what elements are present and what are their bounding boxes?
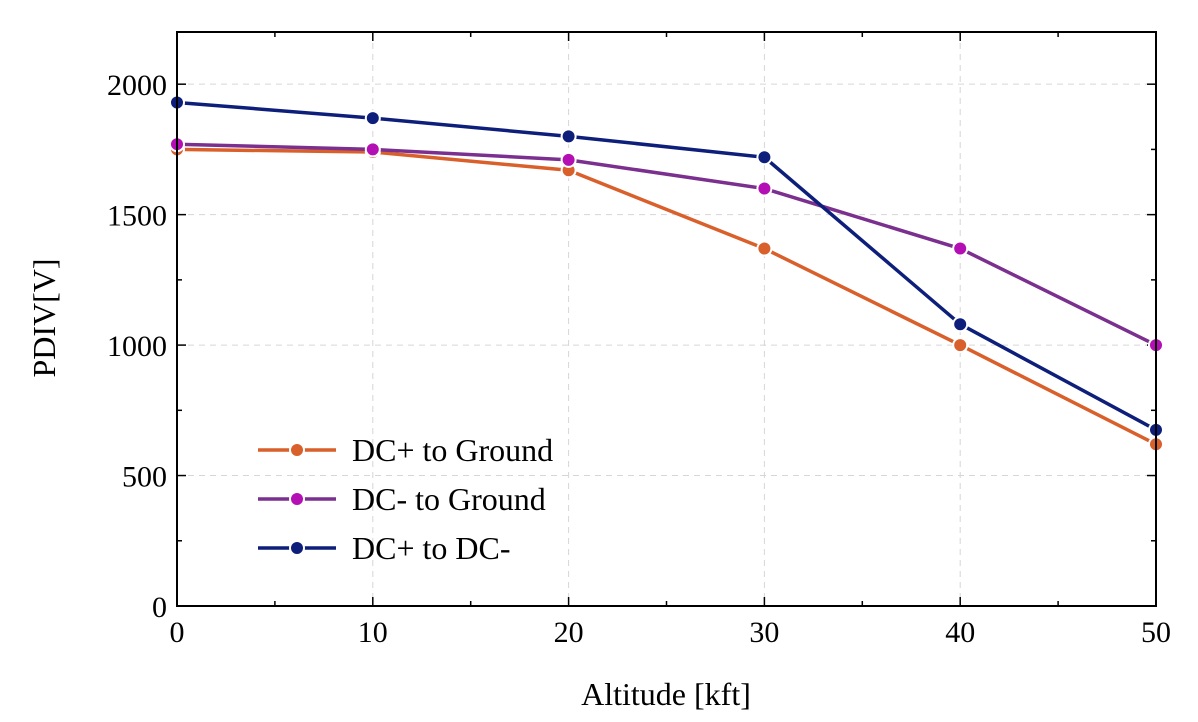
data-point [756, 180, 773, 197]
legend-swatch-marker [289, 540, 305, 556]
plot-frame [176, 31, 1157, 607]
legend-label: DC+ to Ground [352, 432, 553, 468]
axis-ticks [176, 32, 1157, 607]
x-tick-label: 0 [170, 616, 185, 649]
x-tick-label: 40 [945, 616, 975, 649]
series-line-dcplus-to-ground [176, 147, 1157, 446]
legend-swatch-marker [289, 491, 305, 507]
legend: DC+ to Ground DC- to Ground DC+ to DC- [258, 432, 553, 566]
y-axis-label: PDIV[V] [26, 258, 62, 377]
legend-item-dcminus-to-ground: DC- to Ground [258, 481, 546, 517]
series-dcplus-to-ground [169, 141, 1164, 453]
y-tick-label: 0 [152, 591, 167, 624]
data-point [952, 337, 969, 354]
legend-item-dcplus-to-dcminus: DC+ to DC- [258, 530, 511, 566]
data-point [952, 240, 969, 257]
x-tick-label: 20 [554, 616, 584, 649]
data-point [756, 149, 773, 166]
x-axis-label: Altitude [kft] [581, 676, 751, 712]
y-tick-label: 1500 [107, 200, 167, 233]
y-tick-label: 2000 [107, 69, 167, 102]
legend-swatch-marker [289, 442, 305, 458]
data-point [952, 316, 969, 333]
legend-item-dcplus-to-ground: DC+ to Ground [258, 432, 553, 468]
data-point [756, 240, 773, 257]
data-point [560, 128, 577, 145]
data-point [560, 151, 577, 168]
x-tick-label: 10 [358, 616, 388, 649]
grid [177, 32, 1156, 606]
y-tick-label: 1000 [107, 330, 167, 363]
series-line-dcminus-to-ground [176, 142, 1157, 347]
series-dcplus-to-dcminus [169, 94, 1164, 438]
series-lines [169, 94, 1164, 453]
series-line-dcplus-to-dcminus [176, 100, 1157, 432]
legend-label: DC+ to DC- [352, 530, 511, 566]
data-point [364, 141, 381, 158]
series-dcminus-to-ground [169, 136, 1164, 354]
y-tick-label: 500 [122, 461, 167, 494]
x-tick-label: 30 [749, 616, 779, 649]
legend-label: DC- to Ground [352, 481, 546, 517]
data-point [364, 110, 381, 127]
x-tick-label: 50 [1141, 616, 1171, 649]
